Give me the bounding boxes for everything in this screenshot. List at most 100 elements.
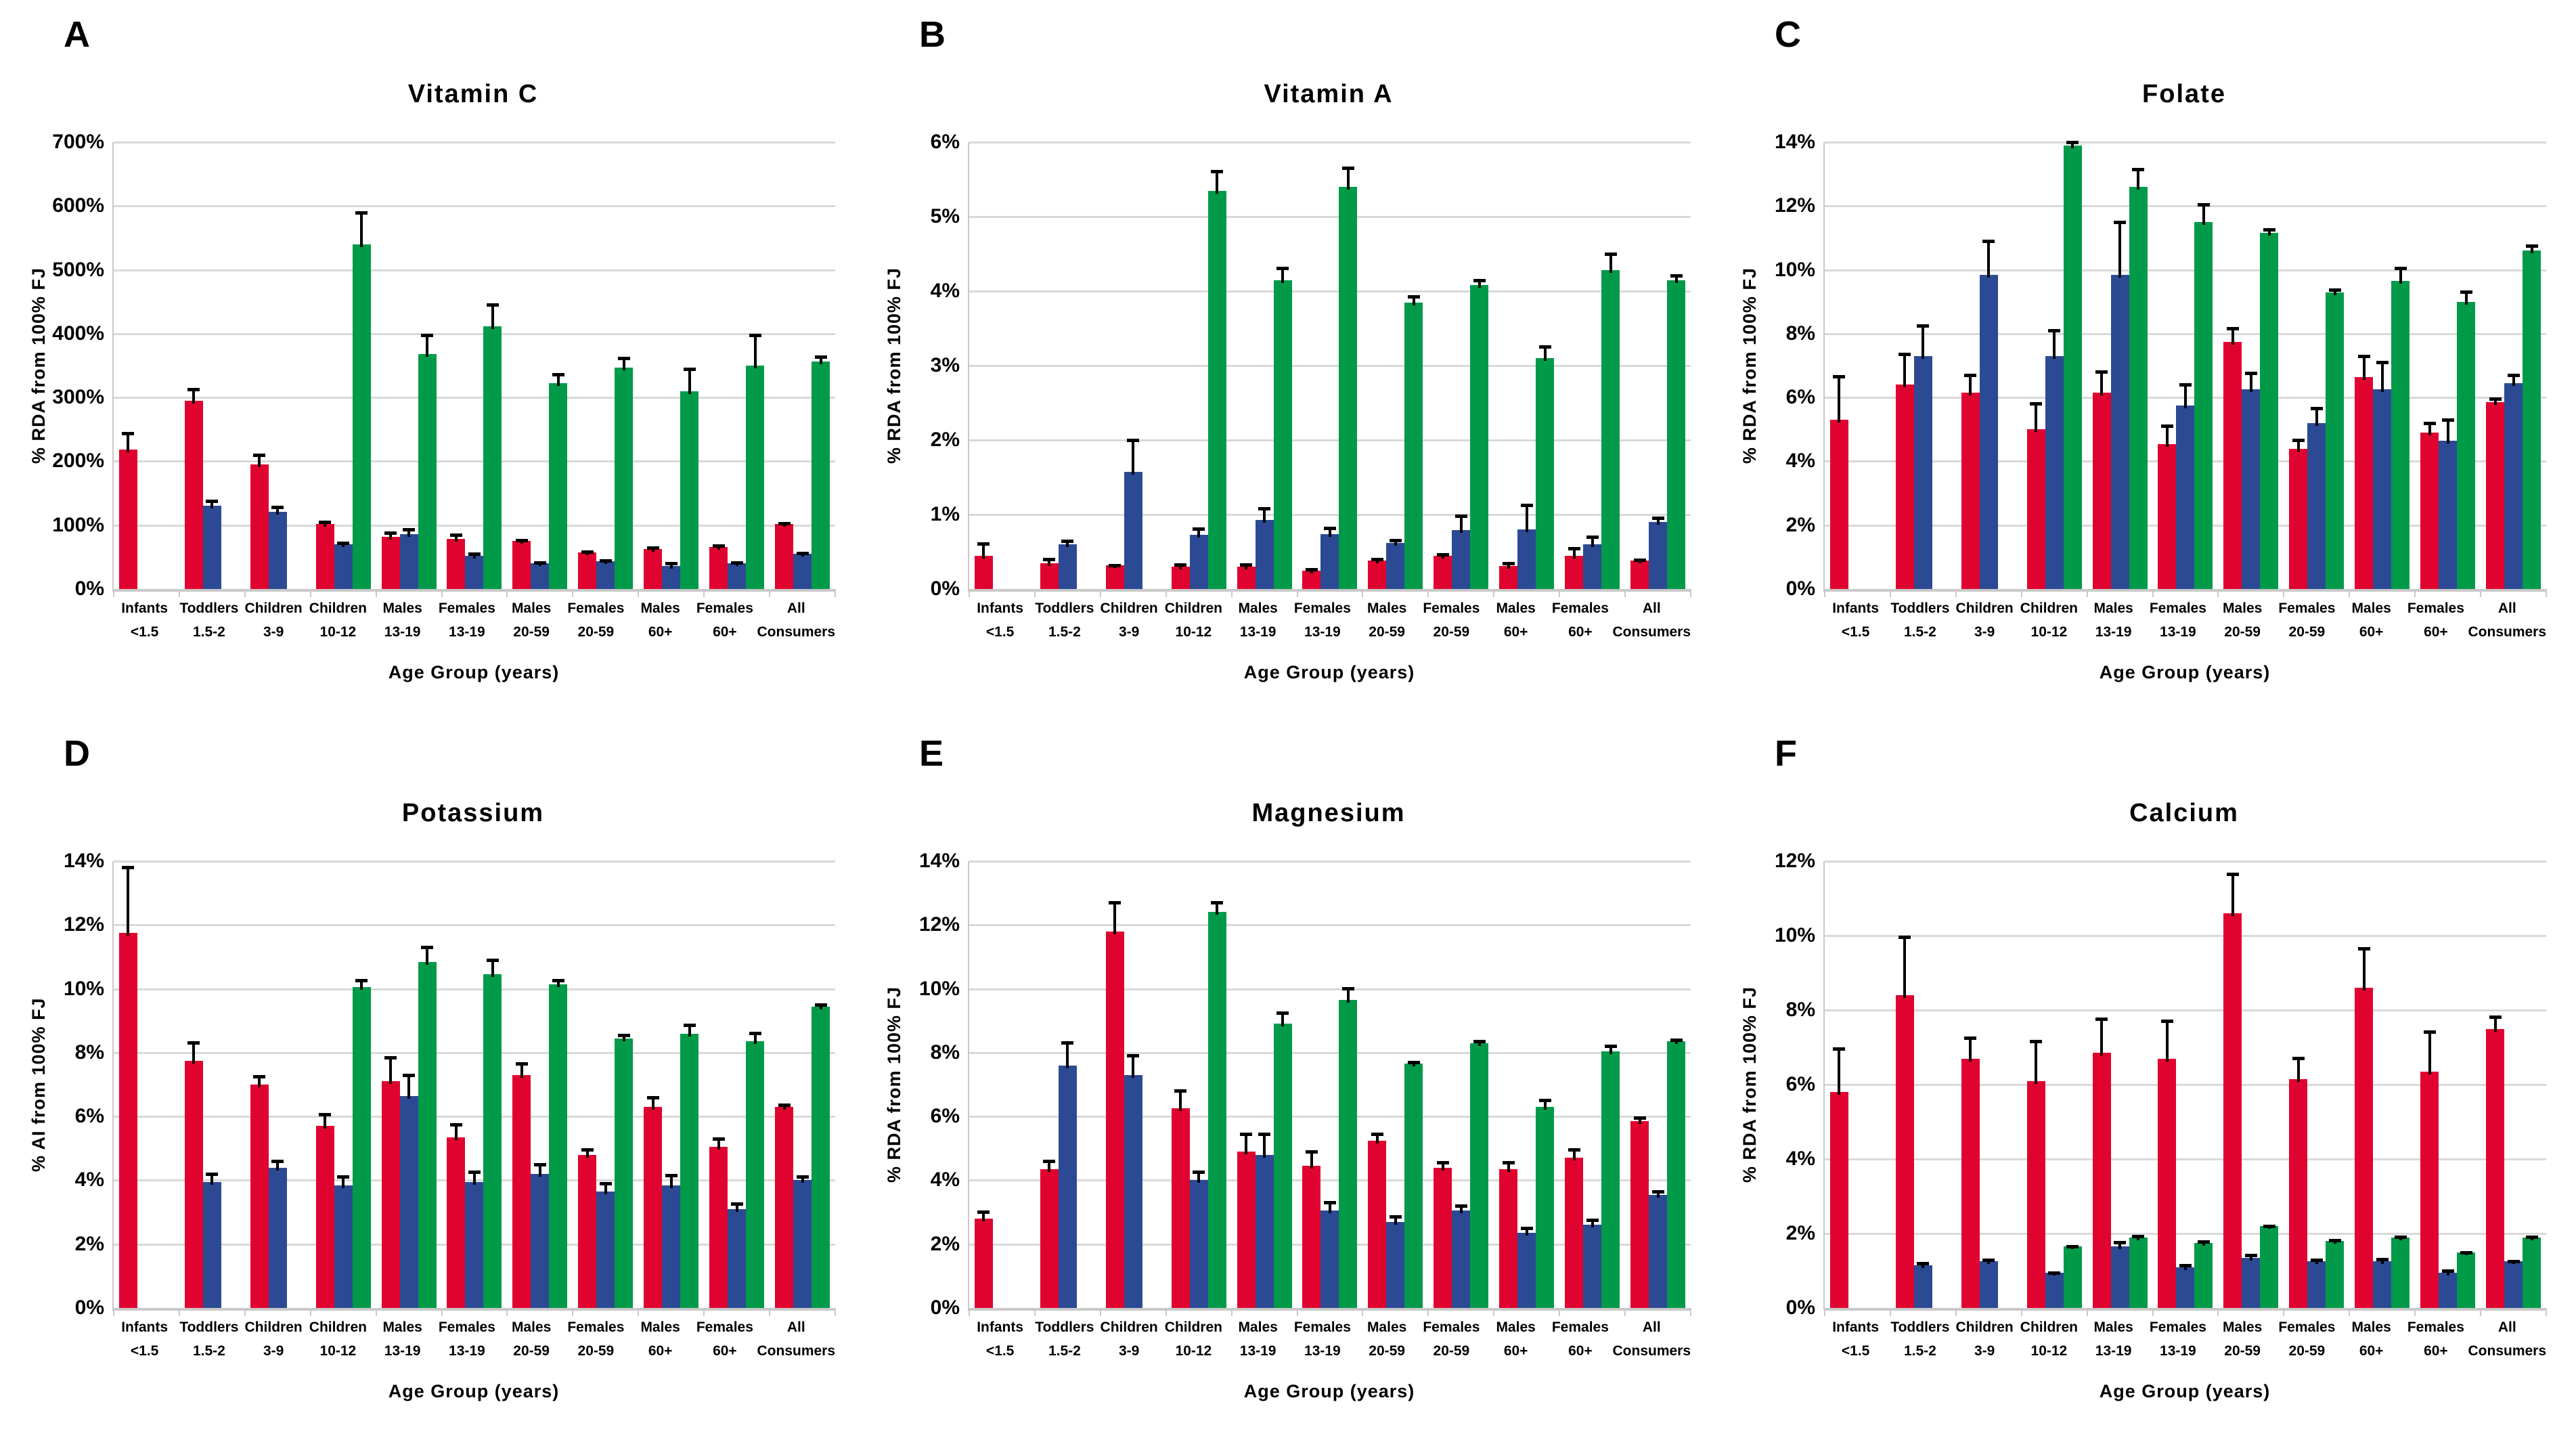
bar-green xyxy=(483,326,502,589)
x-tick xyxy=(1624,589,1626,597)
x-category-label: Infants <1.5 xyxy=(1823,1320,1888,1358)
x-category-name: Females xyxy=(1551,600,1609,616)
bar-green xyxy=(352,244,371,589)
x-tick xyxy=(1362,589,1364,597)
bar-blue xyxy=(1979,274,1998,589)
bar-slot-blue xyxy=(793,861,812,1308)
error-bar-cap xyxy=(2394,266,2407,270)
bar-slot-red xyxy=(2355,142,2374,589)
bar-slot-blue xyxy=(334,861,353,1308)
bar-red xyxy=(1565,555,1584,589)
error-bar-cap xyxy=(1043,1159,1056,1163)
bar-blue xyxy=(1189,534,1208,589)
bar-red xyxy=(709,1146,728,1308)
error-bar-stem xyxy=(2428,1030,2431,1074)
x-category-range: 13-19 xyxy=(2095,624,2132,640)
bar-group-children-10-12 xyxy=(311,861,376,1308)
error-bar xyxy=(1193,1171,1205,1183)
bar-slot-blue xyxy=(202,142,221,589)
bar-slot-red xyxy=(2486,142,2505,589)
bar-group-males-60- xyxy=(2349,861,2415,1308)
x-category-name: Infants xyxy=(977,1319,1024,1335)
error-bar xyxy=(1586,1219,1599,1228)
error-bar-cap xyxy=(1917,324,1930,328)
error-bar-stem xyxy=(360,211,363,247)
error-bar-cap xyxy=(730,1202,743,1206)
error-bar xyxy=(683,367,696,394)
bar-slot-green xyxy=(1207,861,1226,1308)
bar-blue xyxy=(2110,274,2129,589)
x-category-range: 13-19 xyxy=(2160,624,2196,640)
bar-green xyxy=(2063,1246,2082,1308)
bars-layer xyxy=(114,861,835,1308)
error-bar-cap xyxy=(384,1055,397,1059)
error-bar-cap xyxy=(552,373,564,377)
bar-slot-red xyxy=(447,861,466,1308)
x-category-name: Toddlers xyxy=(1890,1319,1950,1335)
x-category-name: Toddlers xyxy=(179,600,239,616)
bar-red xyxy=(1829,420,1848,589)
y-tick-label: 10% xyxy=(1774,258,1815,281)
bar-blue xyxy=(1386,542,1405,589)
bar-green xyxy=(2326,1241,2345,1308)
error-bar-cap xyxy=(749,333,761,337)
error-bar xyxy=(2132,167,2145,190)
bar-slot-green xyxy=(2391,861,2410,1308)
error-bar-cap xyxy=(2160,1019,2173,1023)
error-bar-cap xyxy=(271,1159,284,1163)
error-bar xyxy=(1651,517,1664,525)
bar-blue xyxy=(2373,389,2392,589)
error-bar xyxy=(2160,1019,2173,1062)
x-tick xyxy=(1955,1308,1957,1316)
bar-group-females-60- xyxy=(704,861,770,1308)
bar-slot-green xyxy=(2194,861,2213,1308)
bar-green xyxy=(680,391,699,589)
error-bar-stem xyxy=(407,1073,411,1099)
bar-slot-green xyxy=(418,861,437,1308)
bar-red xyxy=(2486,1028,2505,1308)
bar-slot-blue xyxy=(2045,861,2064,1308)
x-category-range: 13-19 xyxy=(449,1343,485,1359)
x-category-name: All xyxy=(1642,600,1661,616)
x-category-label: Females 60+ xyxy=(2403,1320,2468,1358)
bar-slot-red xyxy=(184,142,203,589)
error-bar xyxy=(683,1024,696,1036)
error-bar-cap xyxy=(2441,418,2454,422)
bar-slot-red xyxy=(184,861,203,1308)
x-category-range: <1.5 xyxy=(130,624,159,640)
error-bar-cap xyxy=(617,1033,630,1037)
x-category-name: Males xyxy=(1238,1319,1278,1335)
x-category-name: Children xyxy=(244,600,303,616)
x-tick xyxy=(178,589,180,597)
x-category-range: 1.5-2 xyxy=(1048,624,1081,640)
bar-slot-red xyxy=(250,861,269,1308)
x-category-name: Females xyxy=(2407,600,2464,616)
gridline xyxy=(1825,1009,2546,1011)
bar-slot-blue xyxy=(334,142,353,589)
error-bar-cap xyxy=(665,1174,678,1177)
x-category-label: All Consumers xyxy=(757,1320,836,1358)
x-tick xyxy=(441,1308,443,1316)
error-bar-cap xyxy=(1407,294,1420,299)
x-category-range: <1.5 xyxy=(1841,1343,1870,1359)
bar-slot-green xyxy=(812,142,830,589)
bar-slot-blue xyxy=(531,861,550,1308)
bar-slot-red xyxy=(1171,861,1190,1308)
y-tick-label: 4% xyxy=(930,1168,960,1192)
x-category-labels: Infants <1.5 Toddlers 1.5-2 Children 3-9 Child… xyxy=(1823,601,2546,639)
error-bar-cap xyxy=(1371,1132,1383,1136)
error-bar-cap xyxy=(2507,373,2520,377)
bar-red xyxy=(1171,1108,1190,1308)
bar-red xyxy=(1895,995,1914,1308)
bar-slot-green xyxy=(483,142,502,589)
panel-letter: A xyxy=(64,14,90,55)
x-category-name: All xyxy=(2497,1319,2516,1335)
error-bar xyxy=(271,1159,284,1171)
error-bar-cap xyxy=(2226,872,2239,876)
bar-slot-red xyxy=(644,861,663,1308)
x-tick xyxy=(1559,589,1561,597)
bar-green xyxy=(680,1033,699,1308)
bar-blue xyxy=(2242,389,2261,589)
bar-slot-red xyxy=(1434,142,1452,589)
